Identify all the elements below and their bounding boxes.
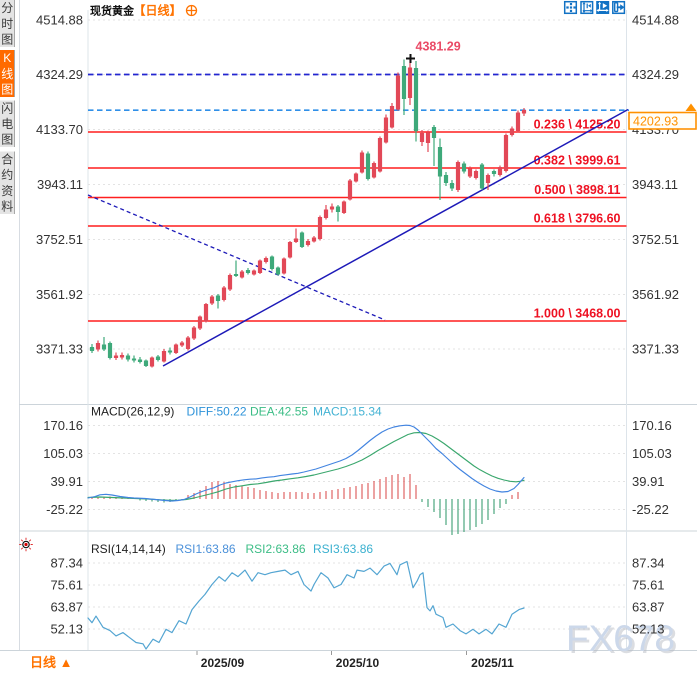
svg-text:4202.93: 4202.93 <box>633 115 678 129</box>
svg-text:时: 时 <box>1 17 13 31</box>
svg-text:75.61: 75.61 <box>632 578 665 593</box>
svg-text:RSI3:63.86: RSI3:63.86 <box>313 542 373 556</box>
svg-text:3561.92: 3561.92 <box>36 287 83 302</box>
svg-text:日线 ▲: 日线 ▲ <box>30 655 72 670</box>
svg-text:0.500 \ 3898.11: 0.500 \ 3898.11 <box>534 183 620 197</box>
svg-text:4324.29: 4324.29 <box>36 67 83 82</box>
svg-text:料: 料 <box>1 200 13 214</box>
svg-text:3371.33: 3371.33 <box>36 342 83 357</box>
svg-text:0.236 \ 4125.20: 0.236 \ 4125.20 <box>534 117 621 131</box>
svg-text:资: 资 <box>1 184 13 198</box>
svg-text:75.61: 75.61 <box>50 578 83 593</box>
svg-text:87.34: 87.34 <box>632 556 665 571</box>
svg-text:170.16: 170.16 <box>43 418 83 433</box>
svg-text:合: 合 <box>1 152 13 167</box>
svg-text:4324.29: 4324.29 <box>632 67 679 82</box>
svg-text:图: 图 <box>1 33 13 47</box>
svg-text:52.13: 52.13 <box>632 622 665 637</box>
svg-text:4514.88: 4514.88 <box>632 13 679 28</box>
svg-text:3371.33: 3371.33 <box>632 342 679 357</box>
svg-text:105.03: 105.03 <box>43 446 83 461</box>
svg-text:RSI(14,14,14): RSI(14,14,14) <box>91 542 166 556</box>
svg-text:3943.11: 3943.11 <box>37 177 83 192</box>
svg-text:图: 图 <box>1 83 13 97</box>
svg-text:87.34: 87.34 <box>50 556 83 571</box>
svg-text:电: 电 <box>1 117 13 131</box>
svg-text:DIFF:50.22: DIFF:50.22 <box>187 405 247 419</box>
svg-text:图: 图 <box>1 133 13 147</box>
svg-text:【日线】: 【日线】 <box>134 3 182 18</box>
svg-text:39.91: 39.91 <box>632 474 665 489</box>
svg-text:170.16: 170.16 <box>632 418 672 433</box>
svg-text:105.03: 105.03 <box>632 446 672 461</box>
svg-text:2025/10: 2025/10 <box>336 656 380 670</box>
svg-text:4133.70: 4133.70 <box>36 122 83 137</box>
svg-text:DEA:42.55: DEA:42.55 <box>250 405 308 419</box>
svg-text:线: 线 <box>1 67 13 81</box>
svg-text:2025/11: 2025/11 <box>471 656 514 670</box>
svg-text:MACD:15.34: MACD:15.34 <box>313 405 382 419</box>
svg-text:-25.22: -25.22 <box>632 502 669 517</box>
svg-text:3752.51: 3752.51 <box>632 232 679 247</box>
svg-text:FX678: FX678 <box>569 620 678 661</box>
svg-text:0.618 \ 3796.60: 0.618 \ 3796.60 <box>534 211 621 225</box>
svg-text:63.87: 63.87 <box>632 600 665 615</box>
svg-text:RSI1:63.86: RSI1:63.86 <box>176 542 236 556</box>
svg-text:2025/09: 2025/09 <box>201 656 245 670</box>
svg-text:39.91: 39.91 <box>50 474 83 489</box>
svg-text:RSI2:63.86: RSI2:63.86 <box>246 542 306 556</box>
svg-text:3943.11: 3943.11 <box>632 177 678 192</box>
svg-text:分: 分 <box>1 1 13 15</box>
svg-text:63.87: 63.87 <box>50 600 83 615</box>
svg-text:闪: 闪 <box>1 102 13 116</box>
svg-text:0.382 \ 3999.61: 0.382 \ 3999.61 <box>534 153 621 167</box>
svg-text:-25.22: -25.22 <box>46 502 83 517</box>
svg-text:52.13: 52.13 <box>50 622 83 637</box>
svg-text:4381.29: 4381.29 <box>416 40 461 54</box>
svg-text:现货黄金: 现货黄金 <box>90 4 135 18</box>
svg-text:约: 约 <box>1 167 13 182</box>
svg-text:4514.88: 4514.88 <box>36 13 83 28</box>
svg-text:FX678: FX678 <box>566 618 675 659</box>
svg-text:K: K <box>3 51 11 65</box>
svg-text:1.000 \ 3468.00: 1.000 \ 3468.00 <box>534 306 621 320</box>
svg-text:MACD(26,12,9): MACD(26,12,9) <box>91 405 174 419</box>
svg-text:3561.92: 3561.92 <box>632 287 679 302</box>
svg-text:3752.51: 3752.51 <box>36 232 83 247</box>
